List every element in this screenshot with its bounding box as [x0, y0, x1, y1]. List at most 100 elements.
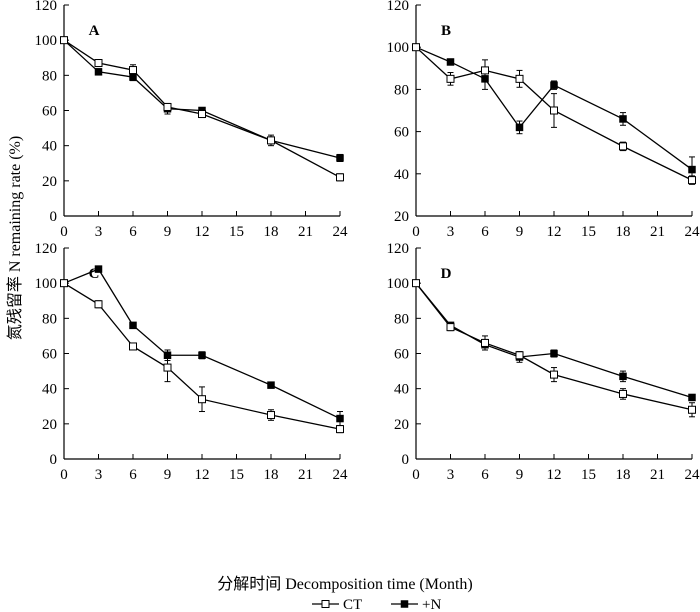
data-point [481, 66, 489, 75]
chart-panel-d: 0 20 40 60 80 100 120 0 3 6 9 12 15 18 21 24 D [387, 241, 700, 483]
y-tick-label: 60 [42, 104, 57, 120]
series-n [412, 279, 696, 402]
chart-panel-c: 0 20 40 60 80 100 120 0 3 6 9 12 15 18 21 24 C [35, 241, 349, 483]
series-ct [412, 279, 696, 418]
y-tick-label: 120 [387, 241, 410, 257]
x-tick-label: 6 [129, 224, 137, 240]
x-tick-label: 18 [264, 467, 279, 483]
x-tick-label: 21 [650, 467, 665, 483]
x-tick-label: 24 [333, 224, 349, 240]
x-tick-label: 3 [447, 467, 455, 483]
series-n [60, 36, 344, 162]
y-tick-label: 80 [42, 68, 57, 84]
data-point [94, 265, 103, 273]
x-tick-label: 9 [164, 224, 172, 240]
data-point [336, 414, 344, 423]
data-point [267, 411, 275, 420]
x-tick-label: 3 [95, 224, 103, 240]
x-tick-label: 15 [229, 224, 244, 240]
series-ct [60, 279, 344, 434]
data-point [412, 43, 420, 52]
legend-entry-ct: CT [312, 597, 362, 612]
x-tick-label: 21 [298, 467, 313, 483]
y-tick-label: 40 [42, 139, 57, 155]
data-point [267, 381, 275, 389]
x-tick-label: 24 [685, 467, 700, 483]
data-point [688, 176, 696, 185]
data-point [619, 142, 627, 151]
data-point [336, 173, 344, 182]
x-tick-label: 0 [412, 224, 420, 240]
y-tick-label: 100 [35, 276, 58, 292]
y-tick-label: 60 [394, 125, 409, 141]
data-point [550, 81, 558, 89]
y-tick-label: 80 [394, 311, 409, 327]
y-tick-label: 20 [394, 417, 409, 433]
data-point [336, 154, 344, 162]
y-tick-label: 0 [402, 452, 410, 468]
data-point [515, 351, 524, 360]
data-point [446, 74, 455, 83]
y-tick-label: 120 [35, 241, 58, 257]
x-axis-title: 分解时间 Decomposition time (Month) [217, 575, 473, 593]
y-tick-label: 20 [42, 174, 57, 190]
series-line [415, 282, 693, 411]
x-tick-label: 24 [333, 467, 349, 483]
data-point [446, 323, 455, 332]
x-tick-label: 6 [481, 467, 489, 483]
y-tick-label: 40 [394, 167, 409, 183]
series-line [63, 39, 341, 159]
x-tick-label: 12 [195, 467, 210, 483]
legend-label: +N [422, 597, 441, 612]
x-tick-label: 18 [264, 224, 279, 240]
panel-label: C [89, 266, 100, 282]
data-point [94, 300, 103, 309]
data-point [94, 59, 103, 68]
x-tick-label: 21 [650, 224, 665, 240]
y-tick-label: 80 [394, 82, 409, 98]
y-tick-label: 40 [42, 382, 57, 398]
y-tick-label: 0 [50, 209, 58, 225]
x-tick-label: 18 [616, 224, 631, 240]
legend-entry-n: +N [391, 597, 441, 612]
data-point [129, 321, 137, 330]
data-point [688, 405, 696, 414]
legend-marker [400, 600, 409, 608]
x-tick-label: 15 [229, 467, 244, 483]
data-point [550, 370, 558, 379]
legend-label: CT [343, 597, 362, 612]
data-point [688, 393, 696, 402]
x-tick-label: 21 [298, 224, 313, 240]
data-point [619, 389, 627, 398]
data-point [198, 351, 206, 360]
data-point [446, 58, 455, 66]
data-point [163, 102, 172, 111]
x-tick-label: 0 [60, 467, 68, 483]
data-point [129, 342, 137, 351]
x-tick-label: 6 [481, 224, 489, 240]
series-ct [60, 36, 344, 182]
y-tick-label: 20 [42, 417, 57, 433]
x-tick-label: 0 [412, 467, 420, 483]
data-point [94, 68, 103, 76]
data-point [412, 279, 420, 288]
y-tick-label: 60 [42, 347, 57, 363]
y-tick-label: 40 [394, 382, 409, 398]
x-tick-label: 3 [95, 467, 103, 483]
y-tick-label: 100 [35, 33, 58, 49]
x-tick-label: 6 [129, 467, 137, 483]
x-tick-label: 15 [581, 224, 596, 240]
data-point [267, 136, 275, 145]
y-tick-label: 120 [387, 0, 410, 14]
y-tick-label: 0 [50, 452, 58, 468]
data-point [550, 349, 558, 358]
data-point [688, 165, 696, 174]
data-point [550, 106, 558, 115]
data-point [619, 115, 627, 123]
y-tick-label: 120 [35, 0, 58, 14]
panel-label: B [441, 23, 451, 39]
data-point [515, 123, 524, 132]
y-tick-label: 100 [387, 276, 410, 292]
data-point [481, 338, 489, 347]
